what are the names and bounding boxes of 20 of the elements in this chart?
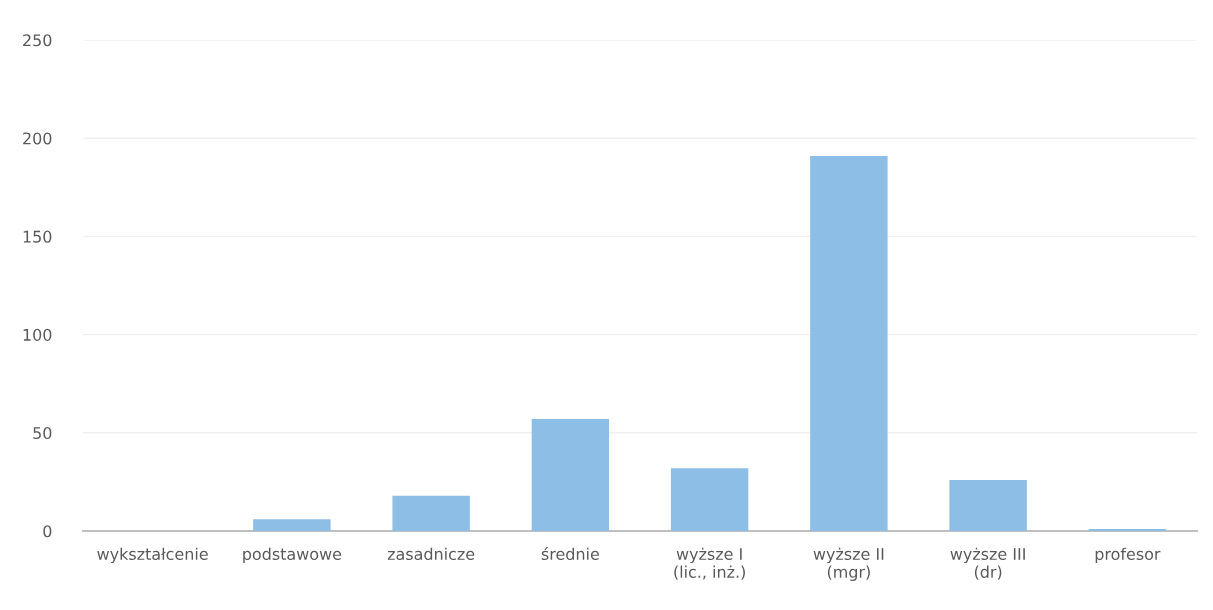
bar: [949, 479, 1027, 531]
x-tick-label: wyższe III (dr): [950, 547, 1025, 580]
y-tick-label: 0: [43, 525, 52, 538]
bar: [670, 468, 749, 531]
bar: [531, 419, 610, 531]
bar: [253, 519, 331, 531]
bar: [810, 155, 888, 531]
x-tick-label: wyższe I (lic., inż.): [674, 547, 745, 580]
x-tick-label: średnie: [541, 547, 599, 561]
x-tick-label: profesor: [1095, 547, 1161, 564]
y-tick-label: 50: [33, 427, 52, 440]
y-tick-label: 100: [23, 328, 52, 341]
x-tick-label: wykształcenie: [97, 547, 208, 564]
y-tick-label: 150: [23, 230, 52, 243]
x-tick-label: podstawowe: [243, 547, 342, 564]
y-tick-label: 200: [23, 132, 52, 145]
x-tick-label: zasadnicze: [387, 547, 475, 561]
y-tick-label: 250: [23, 34, 52, 47]
bar: [392, 495, 470, 531]
x-tick-label: wyższe II (mgr): [813, 547, 884, 582]
